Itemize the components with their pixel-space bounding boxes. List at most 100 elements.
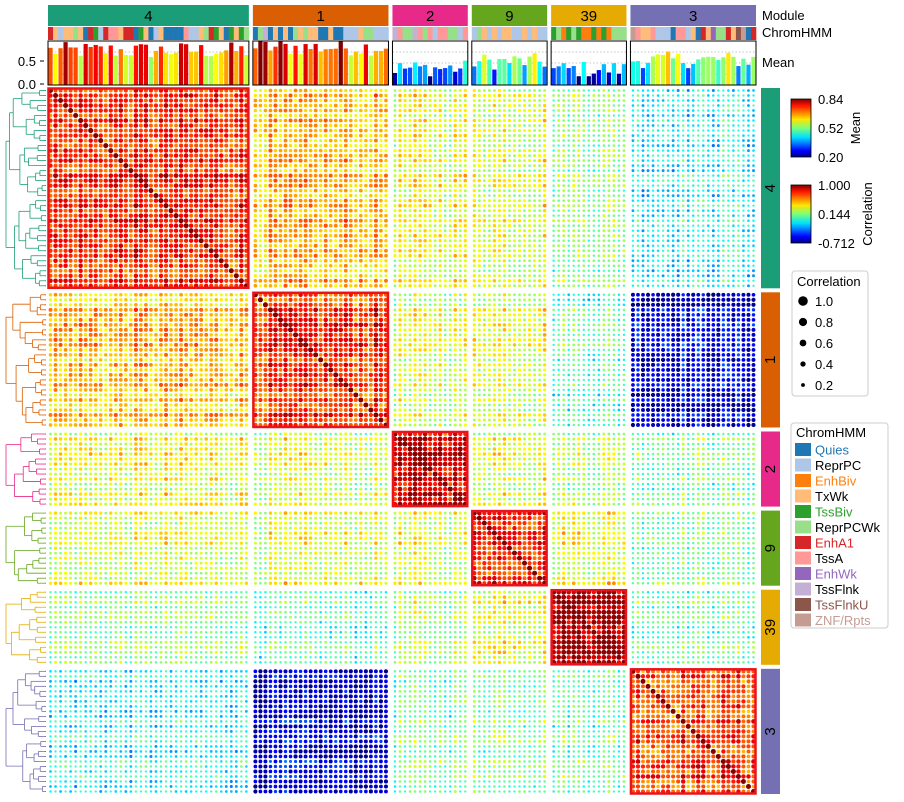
mean-bar (645, 62, 651, 85)
heatmap-dot (199, 108, 204, 113)
heatmap-dot (263, 278, 268, 283)
heatmap-dot (572, 279, 576, 283)
heatmap-dot (229, 233, 234, 238)
heatmap-dot (552, 164, 555, 167)
heatmap-dot (527, 108, 532, 113)
chromhmm-cell (556, 27, 562, 40)
heatmap-dot (328, 158, 333, 163)
heatmap-dot (502, 194, 506, 198)
heatmap-dot (328, 278, 333, 283)
heatmap-dot (542, 284, 547, 288)
heatmap-dot (258, 219, 263, 223)
heatmap-dot (552, 254, 555, 257)
heatmap-dot (258, 128, 263, 133)
heatmap-dot (263, 284, 268, 288)
heatmap-dot (537, 279, 542, 283)
heatmap-dot (582, 104, 586, 107)
heatmap-dot (522, 244, 527, 248)
heatmap-dot (288, 168, 293, 173)
heatmap-dot (398, 254, 402, 258)
chromhmm-cell (133, 27, 139, 40)
heatmap-dot (273, 229, 278, 233)
heatmap-dot (368, 183, 373, 188)
heatmap-dot (63, 273, 68, 278)
heatmap-dot (229, 203, 234, 208)
heatmap-dot (209, 118, 214, 123)
heatmap-dot (472, 98, 476, 103)
heatmap-dot (178, 133, 184, 138)
mean-bar (502, 58, 507, 85)
heatmap-dot (622, 199, 626, 202)
heatmap-dot (183, 153, 189, 158)
heatmap-dot (194, 268, 199, 273)
heatmap-dot (403, 133, 407, 138)
heatmap-dot (423, 138, 427, 143)
heatmap-dot (268, 263, 273, 268)
heatmap-dot (184, 273, 189, 278)
heatmap-dot (373, 228, 378, 233)
heatmap-dot (219, 253, 224, 258)
heatmap-dot (374, 108, 378, 113)
heatmap-dot (379, 283, 383, 288)
heatmap-dot (492, 174, 496, 178)
heatmap-dot (58, 148, 63, 153)
heatmap-dot (298, 273, 303, 278)
heatmap-dot (158, 218, 164, 223)
heatmap-dot (268, 168, 273, 173)
heatmap-dot (209, 123, 214, 128)
heatmap-dot (737, 114, 740, 117)
heatmap-dot (103, 118, 108, 123)
heatmap-dot (418, 209, 422, 213)
heatmap-dot (123, 118, 129, 123)
heatmap-dot (527, 249, 532, 253)
heatmap-dot (78, 208, 83, 213)
heatmap-dot (143, 193, 148, 198)
heatmap-dot (398, 244, 402, 248)
heatmap-dot (68, 178, 73, 183)
mean-bar (487, 59, 492, 85)
heatmap-dot (398, 158, 402, 163)
heatmap-dot (359, 213, 363, 218)
heatmap-dot (333, 168, 338, 173)
heatmap-dot (219, 128, 224, 133)
heatmap-dot (582, 149, 585, 152)
heatmap-dot (567, 164, 571, 167)
heatmap-dot (428, 129, 432, 133)
heatmap-dot (727, 104, 730, 107)
heatmap-dot (523, 134, 526, 137)
heatmap-dot (477, 279, 481, 283)
heatmap-dot (204, 148, 209, 153)
heatmap-dot (408, 274, 412, 278)
heatmap-dot (224, 233, 229, 238)
heatmap-dot (567, 134, 570, 137)
heatmap-dot (562, 199, 566, 203)
heatmap-dot (143, 213, 149, 218)
heatmap-dot (268, 178, 273, 183)
heatmap-dot (128, 188, 133, 193)
chromhmm-cell (511, 27, 518, 40)
heatmap-dot (323, 203, 328, 208)
heatmap-dot (58, 228, 63, 233)
heatmap-dot (562, 239, 566, 243)
heatmap-dot (133, 168, 139, 173)
heatmap-dot (234, 133, 239, 138)
heatmap-dot (517, 189, 522, 193)
heatmap-dot (373, 173, 378, 178)
heatmap-dot (88, 233, 93, 238)
heatmap-dot (552, 174, 555, 177)
heatmap-dot (538, 264, 541, 268)
heatmap-dot (354, 118, 358, 123)
heatmap-dot (752, 119, 755, 122)
heatmap-dot (209, 203, 214, 208)
heatmap-dot (602, 234, 606, 238)
heatmap-dot (313, 103, 318, 108)
heatmap-dot (538, 254, 542, 258)
heatmap-dot (666, 109, 670, 112)
heatmap-dot (651, 109, 655, 112)
heatmap-dot (512, 103, 517, 108)
heatmap-dot (293, 223, 298, 228)
heatmap-dot (288, 213, 293, 218)
heatmap-dot (199, 133, 204, 138)
heatmap-dot (523, 254, 526, 258)
heatmap-dot (58, 273, 63, 278)
